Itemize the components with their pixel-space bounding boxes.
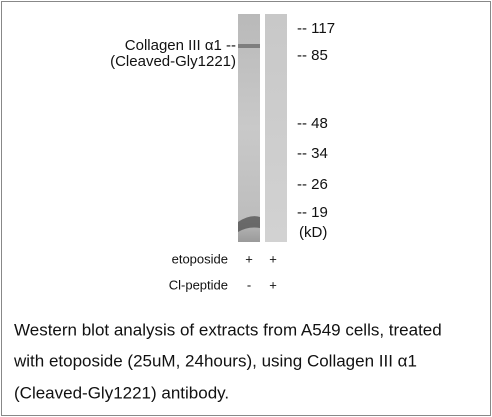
condition-sign: - [247,277,251,292]
marker-label: -- 48 [297,115,328,132]
lane-1 [238,14,260,242]
target-label: Collagen III α1 -- [125,37,236,54]
band [238,44,260,48]
marker-label: -- 19 [297,204,328,221]
caption-line: Western blot analysis of extracts from A… [14,320,442,339]
condition-sign: + [269,251,277,266]
unit-label: (kD) [299,224,327,241]
condition-name: Cl-peptide [169,277,228,292]
condition-sign: + [245,251,253,266]
marker-label: -- 85 [297,47,328,64]
caption-line: with etoposide (25uM, 24hours), using Co… [13,351,417,370]
smear [238,216,260,232]
target-label: (Cleaved-Gly1221) [110,53,236,70]
caption-line: (Cleaved-Gly1221) antibody. [14,383,229,402]
marker-label: -- 34 [297,145,328,162]
marker-label: -- 26 [297,176,328,193]
condition-name: etoposide [172,251,228,266]
condition-sign: + [269,277,277,292]
lane-2 [265,14,287,242]
marker-label: -- 117 [297,20,335,37]
